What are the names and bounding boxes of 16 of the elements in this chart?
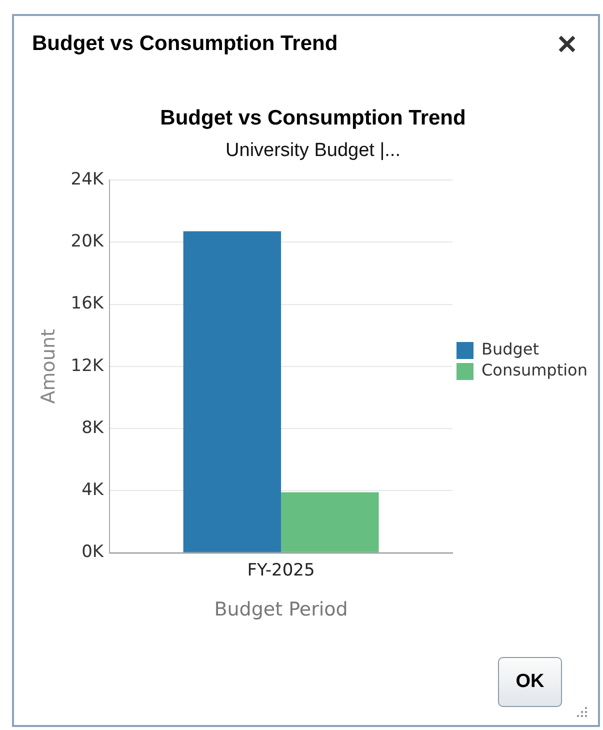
y-tick-label: 0K [82, 542, 104, 562]
y-tick-label: 24K [70, 169, 104, 190]
y-tick-label: 16K [70, 294, 104, 314]
y-tick-label: 12K [70, 356, 104, 376]
y-tick-label: 8K [82, 418, 104, 438]
chart-title: Budget vs Consumption Trend [32, 32, 338, 55]
legend-label: Consumption [482, 360, 588, 380]
y-tick-label: 20K [70, 232, 104, 252]
legend-label: Budget [482, 340, 540, 359]
x-tick-label: FY-2025 [247, 560, 315, 580]
text: OK [498, 657, 562, 707]
x-axis-title: Budget Period [214, 598, 348, 621]
y-tick-label: 4K [82, 480, 104, 500]
y-axis-title: Amount [37, 329, 60, 404]
chart-subtitle: University Budget |... [226, 140, 400, 161]
chart-title: Budget vs Consumption Trend [160, 106, 466, 130]
